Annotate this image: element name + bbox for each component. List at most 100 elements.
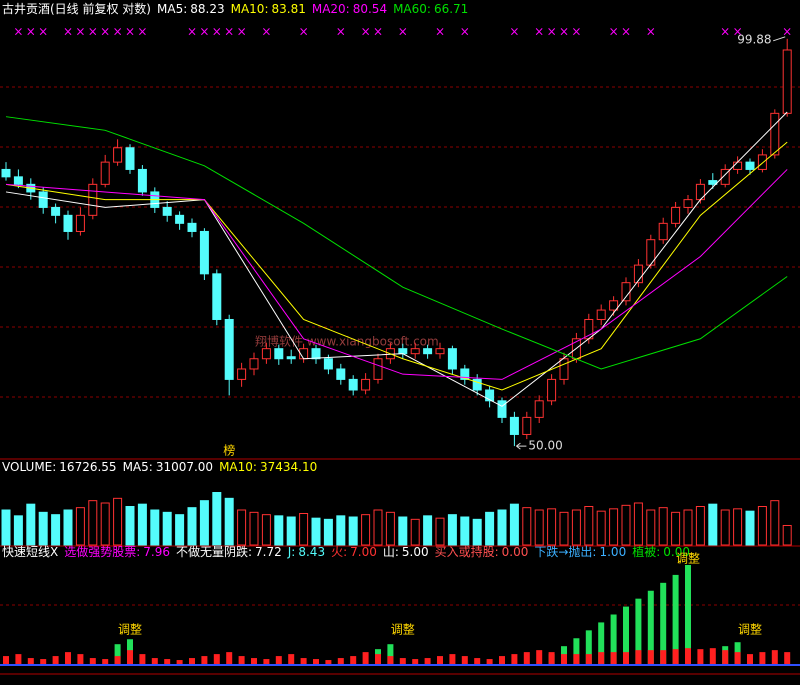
volume-bar [286, 516, 296, 546]
signal-mark: × [299, 25, 309, 39]
volume-bar [398, 516, 408, 546]
volume-bar [311, 517, 321, 546]
legend-name: J: [287, 545, 296, 559]
indicator-bar [238, 656, 245, 664]
indicator-bar [722, 650, 729, 664]
indicator-bar [734, 652, 741, 664]
indicator-bar [759, 652, 766, 664]
legend-name: MA10: [231, 2, 269, 16]
candle-body [410, 348, 420, 355]
candle-body [621, 282, 631, 302]
candle-body [75, 214, 85, 232]
candle-body [497, 400, 507, 418]
volume-bar [224, 497, 234, 546]
indicator-bar [771, 650, 778, 664]
volume-bar [13, 515, 23, 546]
indicator-bar [623, 652, 629, 664]
indicator-bar [127, 650, 133, 664]
indicator-bar [647, 650, 654, 664]
candle-body [559, 358, 569, 380]
indicator-bar [65, 652, 71, 664]
volume-bar [410, 518, 420, 546]
volume-bar [683, 509, 693, 546]
signal-mark: × [733, 25, 743, 39]
candle-body [472, 378, 482, 391]
signal-mark: × [261, 25, 271, 39]
legend-value: 88.23 [190, 2, 224, 16]
price-header: 古井贡酒(日线 前复权 对数) MA5: 88.23 MA10: 83.81 MA20: 8… [2, 1, 468, 16]
candle-body [522, 416, 532, 435]
legend-value: 31007.00 [156, 460, 213, 474]
volume-bar [633, 502, 643, 546]
legend-name: 山: [383, 545, 399, 559]
indicator-bar [635, 650, 642, 664]
indicator-bar [350, 656, 357, 664]
candle-body [199, 230, 209, 275]
indicator-bar [548, 652, 555, 664]
indicator-bar [387, 656, 394, 664]
volume-title: VOLUME: [2, 460, 56, 474]
indicator-bar [77, 654, 84, 664]
volume-bar [385, 511, 395, 546]
candle-body [423, 348, 433, 355]
candle-body [261, 348, 271, 360]
indicator-bar [114, 656, 121, 664]
indicator-title: 快速短线X [2, 545, 58, 559]
legend-name: 植被: [632, 544, 660, 559]
indicator-bar [3, 656, 9, 664]
signal-mark: × [88, 25, 98, 39]
candle-body [447, 348, 457, 370]
annotation: 调整 [738, 622, 762, 637]
indicator-bar [747, 654, 753, 664]
volume-bar [485, 511, 495, 546]
volume-bar [559, 511, 569, 546]
candle-body [373, 358, 383, 380]
legend-value: 5.00 [402, 545, 429, 559]
candle-body [348, 378, 358, 391]
candle-body [51, 206, 61, 216]
candle-body [1, 168, 11, 178]
candle-body [435, 348, 445, 355]
indicator-bar [499, 656, 505, 664]
legend-value: 83.81 [271, 2, 305, 16]
indicator-bar [313, 659, 319, 664]
volume-bar [361, 514, 371, 546]
indicator-bar [263, 659, 270, 664]
indicator-bar [387, 644, 394, 664]
volume-bar [435, 517, 445, 546]
volume-bar [695, 506, 705, 546]
volume-bar [720, 509, 730, 546]
annotation: 调整 [118, 622, 142, 637]
volume-bar [596, 510, 606, 546]
volume-bar [63, 509, 73, 546]
candle-body [187, 222, 197, 232]
volume-bar [509, 503, 519, 546]
indicator-bar [40, 659, 47, 664]
indicator-bar [213, 654, 220, 664]
signal-mark: × [782, 25, 792, 39]
candle-body [175, 214, 185, 224]
signal-mark: × [137, 25, 147, 39]
indicator-bar [635, 598, 642, 664]
candle-body [249, 358, 259, 370]
legend-name: MA20: [312, 2, 350, 16]
volume-bar [125, 506, 135, 546]
signal-mark: × [646, 25, 656, 39]
candle-body [212, 273, 222, 320]
legend-name: MA60: [393, 2, 431, 16]
annotation: 榜 [223, 443, 235, 458]
indicator-bar [697, 649, 704, 664]
indicator-bar [709, 648, 716, 664]
volume-bar [460, 516, 470, 546]
low-arrowhead [516, 442, 521, 450]
legend-name: 选做强势股票: [64, 544, 140, 559]
candle-body [162, 206, 172, 216]
legend-value: 80.54 [353, 2, 387, 16]
volume-bar [336, 515, 346, 546]
volume-bar [249, 511, 259, 546]
indicator-bar [437, 656, 443, 664]
signal-mark: × [100, 25, 110, 39]
indicator-bar [201, 656, 208, 664]
candle-body [311, 348, 321, 360]
